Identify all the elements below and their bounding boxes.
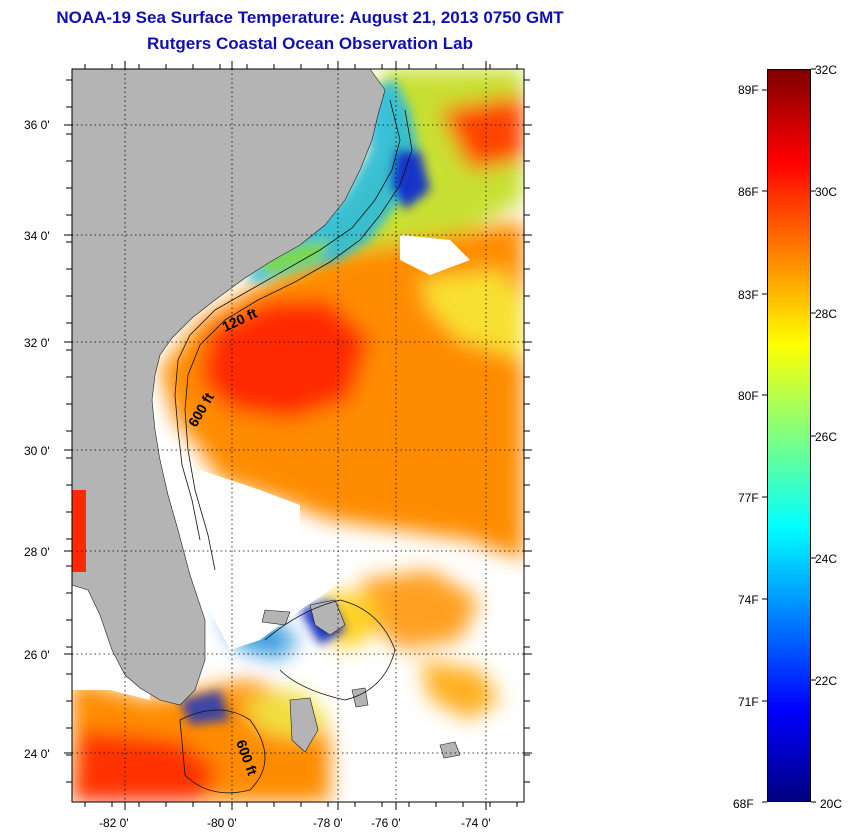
lon-label: -74 0': [461, 816, 491, 830]
graticule: [64, 61, 532, 810]
lat-label: 24 0': [24, 747, 50, 761]
bathymetry-contours: [174, 99, 413, 794]
lat-label: 34 0': [24, 229, 50, 243]
fahrenheit-label: 86F: [738, 185, 759, 199]
lat-label: 26 0': [24, 648, 50, 662]
celsius-label: 26C: [815, 430, 837, 444]
map-subtitle: Rutgers Coastal Ocean Observation Lab: [147, 34, 473, 53]
fahrenheit-label: 68F: [733, 797, 754, 811]
lat-label: 28 0': [24, 545, 50, 559]
celsius-label: 22C: [815, 674, 837, 688]
lon-label: -78 0': [313, 816, 343, 830]
lat-label: 32 0': [24, 336, 50, 350]
lon-label: -76 0': [371, 816, 401, 830]
colorbar-fahrenheit-labels: 89F 86F 83F 80F 77F 74F 71F 68F: [733, 83, 759, 811]
gulf-sst-strip: [72, 490, 86, 572]
fahrenheit-label: 83F: [738, 288, 759, 302]
fahrenheit-label: 77F: [738, 491, 759, 505]
lon-label: -80 0': [207, 816, 237, 830]
celsius-label: 32C: [815, 63, 837, 77]
longitude-labels: -82 0' -80 0' -78 0' -76 0' -74 0': [99, 816, 491, 830]
lon-label: -82 0': [99, 816, 129, 830]
temperature-colorbar: [767, 69, 811, 802]
celsius-label: 20C: [820, 797, 842, 811]
colorbar-ticks: [762, 68, 816, 803]
latitude-labels: 36 0' 34 0' 32 0' 30 0' 28 0' 26 0' 24 0…: [24, 118, 50, 761]
fahrenheit-label: 80F: [738, 389, 759, 403]
coastal-upwelling: [130, 80, 430, 725]
colorbar-celsius-labels: 32C 30C 28C 26C 24C 22C 20C: [815, 63, 842, 811]
map-frame: [71, 68, 525, 803]
lat-label: 30 0': [24, 444, 50, 458]
fahrenheit-label: 71F: [738, 695, 759, 709]
map-title: NOAA-19 Sea Surface Temperature: August …: [56, 8, 564, 27]
lat-label: 36 0': [24, 118, 50, 132]
celsius-label: 30C: [815, 185, 837, 199]
sst-field: [72, 69, 524, 802]
celsius-label: 24C: [815, 552, 837, 566]
celsius-label: 28C: [815, 307, 837, 321]
fahrenheit-label: 74F: [738, 593, 759, 607]
fahrenheit-label: 89F: [738, 83, 759, 97]
land-mass: [72, 69, 461, 759]
